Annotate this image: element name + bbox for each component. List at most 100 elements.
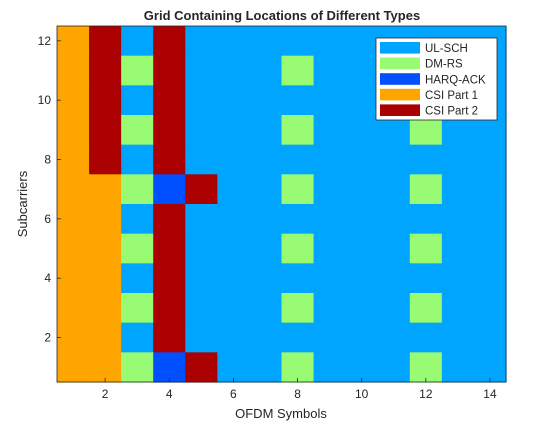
grid-cell-s10-c8 <box>345 144 379 175</box>
grid-cell-s3-c8 <box>121 144 154 175</box>
grid-cell-s5-c9 <box>185 115 218 146</box>
legend-label: HARQ-ACK <box>425 74 486 86</box>
grid-cell-s10-c9 <box>345 115 379 146</box>
grid-cell-s9-c12 <box>313 26 347 57</box>
grid-cell-s5-c5 <box>185 233 218 264</box>
grid-cell-s8-c2 <box>281 322 315 353</box>
grid-cell-s1-c2 <box>57 322 90 353</box>
grid-cell-s3-c1 <box>121 352 154 383</box>
grid-cell-s13-c5 <box>441 233 475 264</box>
grid-cell-s7-c10 <box>249 85 283 116</box>
grid-cell-s10-c5 <box>345 233 379 264</box>
grid-cell-s9-c2 <box>313 322 347 353</box>
grid-cell-s5-c11 <box>185 55 218 86</box>
grid-cell-s7-c7 <box>249 174 283 205</box>
grid-cell-s1-c1 <box>57 352 90 383</box>
grid-cell-s1-c11 <box>57 55 90 86</box>
grid-cell-s6-c4 <box>217 263 251 294</box>
grid-cell-s4-c12 <box>153 26 186 57</box>
grid-cell-s4-c9 <box>153 115 186 146</box>
grid-cell-s3-c5 <box>121 233 154 264</box>
x-tick-label: 12 <box>419 387 433 401</box>
grid-cell-s13-c8 <box>441 144 475 175</box>
grid-cell-s8-c7 <box>281 174 315 205</box>
grid-cell-s11-c7 <box>377 174 411 205</box>
grid-cell-s2-c9 <box>89 115 122 146</box>
grid-cell-s13-c7 <box>441 174 475 205</box>
grid-cell-s12-c8 <box>409 144 443 175</box>
plot-frame <box>56 25 507 383</box>
grid-cell-s4-c4 <box>153 263 186 294</box>
grid-cell-s6-c11 <box>217 55 251 86</box>
grid-cell-s12-c2 <box>409 322 443 353</box>
grid-cell-s7-c9 <box>249 115 283 146</box>
grid-cell-s13-c2 <box>441 322 475 353</box>
y-tick-label: 6 <box>44 212 51 226</box>
grid-cell-s12-c3 <box>409 293 443 324</box>
grid-cell-s6-c8 <box>217 144 251 175</box>
grid-cell-s2-c12 <box>89 26 122 57</box>
grid-cell-s6-c6 <box>217 204 251 235</box>
grid-cell-s8-c8 <box>281 144 315 175</box>
grid-cell-s4-c7 <box>153 174 186 205</box>
grid-cell-s3-c11 <box>121 55 154 86</box>
grid-cell-s4-c11 <box>153 55 186 86</box>
grid-cell-s14-c2 <box>473 322 507 353</box>
x-tick-label: 6 <box>230 387 237 401</box>
grid-cell-s14-c5 <box>473 233 507 264</box>
grid-cell-s10-c2 <box>345 322 379 353</box>
legend-label: CSI Part 2 <box>425 106 478 118</box>
y-axis: 2 4 6 8 10 12 <box>38 34 61 345</box>
grid-cell-s7-c5 <box>249 233 283 264</box>
grid-cell-s5-c1 <box>185 352 218 383</box>
x-axis: 2 4 6 8 10 12 14 <box>102 378 497 401</box>
grid-cell-s7-c12 <box>249 26 283 57</box>
legend-label: CSI Part 1 <box>425 90 478 102</box>
grid-cell-s6-c12 <box>217 26 251 57</box>
grid-cell-s4-c5 <box>153 233 186 264</box>
chart-title: Grid Containing Locations of Different T… <box>144 8 420 23</box>
grid-cell-s9-c6 <box>313 204 347 235</box>
grid-cell-s13-c3 <box>441 293 475 324</box>
grid-cell-s3-c3 <box>121 293 154 324</box>
x-axis-label: OFDM Symbols <box>235 406 327 421</box>
grid-cell-s7-c11 <box>249 55 283 86</box>
grid-cell-s4-c8 <box>153 144 186 175</box>
grid-cell-s14-c3 <box>473 293 507 324</box>
y-tick-label: 2 <box>44 331 51 345</box>
grid-cell-s4-c10 <box>153 85 186 116</box>
grid-cell-s6-c7 <box>217 174 251 205</box>
grid-cell-s9-c1 <box>313 352 347 383</box>
grid-cell-s2-c11 <box>89 55 122 86</box>
grid-cell-s11-c5 <box>377 233 411 264</box>
grid-cell-s11-c3 <box>377 293 411 324</box>
grid-cell-s9-c4 <box>313 263 347 294</box>
legend-label: DM-RS <box>425 59 463 71</box>
y-axis-label: Subcarriers <box>15 170 30 237</box>
grid-cell-s1-c8 <box>57 144 90 175</box>
grid-cell-s9-c10 <box>313 85 347 116</box>
x-tick-label: 10 <box>355 387 369 401</box>
grid-cell-s11-c8 <box>377 144 411 175</box>
grid-cell-s8-c1 <box>281 352 315 383</box>
grid-cell-s1-c12 <box>57 26 90 57</box>
grid-cell-s3-c12 <box>121 26 154 57</box>
grid-cell-s2-c10 <box>89 85 122 116</box>
grid-cell-s14-c8 <box>473 144 507 175</box>
grid-cell-s12-c1 <box>409 352 443 383</box>
grid-cell-s12-c6 <box>409 204 443 235</box>
x-tick-label: 14 <box>483 387 497 401</box>
y-tick-label: 10 <box>38 93 52 107</box>
legend-swatch <box>380 104 420 116</box>
y-tick-label: 12 <box>38 34 52 48</box>
x-tick-label: 8 <box>294 387 301 401</box>
grid-cell-s12-c5 <box>409 233 443 264</box>
grid-cell-s1-c4 <box>57 263 90 294</box>
heatmap-cells <box>57 26 507 383</box>
grid-cell-s9-c11 <box>313 55 347 86</box>
grid-cell-s10-c7 <box>345 174 379 205</box>
grid-cell-s4-c3 <box>153 293 186 324</box>
grid-cell-s11-c6 <box>377 204 411 235</box>
x-tick-label: 2 <box>102 387 109 401</box>
grid-cell-s7-c1 <box>249 352 283 383</box>
